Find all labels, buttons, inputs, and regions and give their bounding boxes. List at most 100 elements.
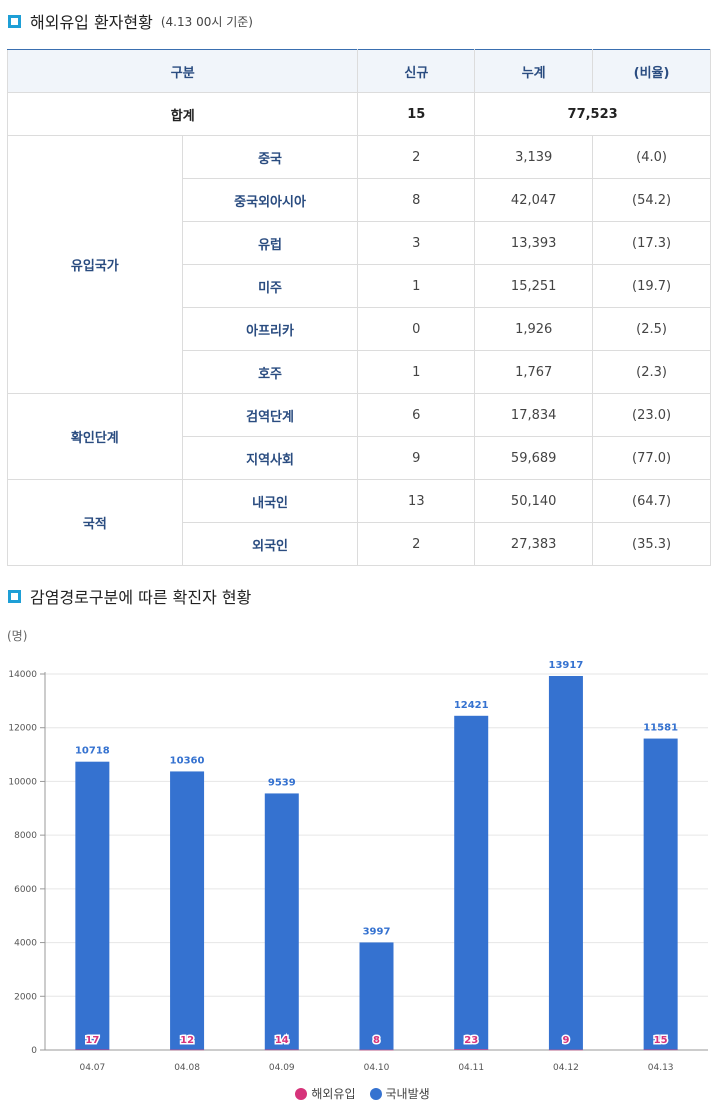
x-tick-label: 04.10: [364, 1063, 390, 1073]
row-ratio: (54.2): [592, 178, 711, 222]
section-subtitle: (4.13 00시 기준): [160, 14, 253, 29]
data-label-domestic: 10360: [170, 755, 205, 766]
square-bullet-icon: [8, 14, 21, 28]
row-ratio: (2.5): [592, 307, 711, 351]
row-new: 6: [357, 393, 476, 437]
row-cumulative: 1,767: [474, 350, 594, 394]
data-label-overseas: 15: [654, 1035, 668, 1046]
bar-overseas: [264, 1049, 299, 1051]
data-label-overseas: 14: [275, 1035, 289, 1046]
chart-legend: 해외유입 국내발생: [0, 1085, 725, 1102]
row-new: 13: [357, 479, 476, 523]
row-label: 중국외아시아: [181, 178, 359, 222]
table-row: 외국인 2 27,383 (35.3): [8, 522, 711, 566]
bar-domestic: [264, 793, 299, 1050]
y-tick-label: 10000: [8, 777, 37, 787]
y-tick-label: 6000: [14, 885, 37, 895]
row-ratio: (17.3): [592, 221, 711, 265]
y-tick-label: 2000: [14, 992, 37, 1002]
y-tick-label: 0: [31, 1046, 37, 1056]
row-cumulative: 15,251: [474, 264, 594, 308]
row-cumulative: 1,926: [474, 307, 594, 351]
row-cumulative: 42,047: [474, 178, 594, 222]
section-title-overseas: 해외유입 환자현황 (4.13 00시 기준): [8, 9, 253, 33]
row-cumulative: 17,834: [474, 393, 594, 437]
y-tick-label: 4000: [14, 939, 37, 949]
table-row: 호주 1 1,767 (2.3): [8, 350, 711, 394]
y-tick-label: 12000: [8, 724, 37, 734]
row-ratio: (23.0): [592, 393, 711, 437]
section-title-text: 해외유입 환자현황: [30, 13, 153, 32]
total-cumulative: 77,523: [474, 92, 711, 136]
row-label: 외국인: [181, 522, 359, 566]
data-label-domestic: 11581: [643, 723, 678, 734]
table-row: 미주 1 15,251 (19.7): [8, 264, 711, 308]
data-label-overseas: 9: [562, 1035, 569, 1046]
row-label: 아프리카: [181, 307, 359, 351]
bar-overseas: [75, 1049, 110, 1051]
square-bullet-icon: [8, 589, 21, 603]
overseas-cases-table: 구분 신규 누계 (비율) 합계 15 77,523 유입국가 중국 2 3,139(…: [6, 49, 711, 566]
row-new: 9: [357, 436, 476, 480]
bar-overseas: [548, 1049, 583, 1051]
x-tick-label: 04.13: [648, 1063, 674, 1073]
row-new: 3: [357, 221, 476, 265]
row-label: 호주: [181, 350, 359, 394]
x-tick-label: 04.08: [174, 1063, 200, 1073]
total-label: 합계: [6, 92, 359, 136]
bar-overseas: [170, 1049, 205, 1051]
row-new: 0: [357, 307, 476, 351]
header-ratio: (비율): [592, 49, 711, 93]
section-title-text: 감염경로구분에 따른 확진자 현황: [30, 588, 252, 607]
bar-overseas: [643, 1049, 678, 1051]
row-ratio: (19.7): [592, 264, 711, 308]
bar-domestic: [170, 771, 205, 1050]
row-new: 1: [357, 350, 476, 394]
row-cumulative: 50,140: [474, 479, 594, 523]
group-label: 국적: [7, 479, 183, 566]
table-row: 유입국가 중국 2 3,139 (4.0): [7, 135, 711, 394]
row-label: 중국: [181, 135, 359, 179]
row-cumulative: 3,139: [474, 135, 594, 179]
x-tick-label: 04.07: [79, 1063, 105, 1073]
y-tick-label: 8000: [14, 831, 37, 841]
bar-domestic: [454, 715, 489, 1050]
table-row: 아프리카 0 1,926 (2.5): [8, 307, 711, 351]
section-title-infection-route: 감염경로구분에 따른 확진자 현황: [8, 584, 251, 608]
legend-item-overseas[interactable]: 해외유입: [295, 1085, 356, 1102]
row-ratio: (4.0): [592, 135, 711, 179]
row-cumulative: 59,689: [474, 436, 594, 480]
legend-label: 해외유입: [311, 1087, 356, 1101]
data-label-overseas: 12: [180, 1035, 194, 1046]
data-label-domestic: 12421: [454, 700, 489, 711]
total-new: 15: [357, 92, 476, 136]
row-ratio: (77.0): [592, 436, 711, 480]
data-label-overseas: 23: [464, 1035, 478, 1046]
table-total-row: 합계 15 77,523: [6, 92, 711, 136]
table-row: 국적 내국인 13 50,140 (64.7): [7, 479, 711, 566]
legend-dot-icon: [295, 1087, 308, 1100]
table-header-row: 구분 신규 누계 (비율): [6, 49, 711, 93]
table-row: 유럽 3 13,393 (17.3): [8, 221, 711, 265]
table-row: 지역사회 9 59,689 (77.0): [8, 436, 711, 480]
bar-domestic: [359, 942, 394, 1050]
data-label-domestic: 13917: [549, 660, 584, 671]
legend-item-domestic[interactable]: 국내발생: [369, 1085, 430, 1102]
bar-overseas: [359, 1049, 394, 1051]
legend-dot-icon: [369, 1087, 382, 1100]
row-new: 2: [357, 522, 476, 566]
row-cumulative: 13,393: [474, 221, 594, 265]
confirmed-cases-bar-chart: (명) 0 2000 4000 6000 8000 10000 12000 14000 10718…: [7, 629, 708, 1073]
row-label: 미주: [181, 264, 359, 308]
row-new: 8: [357, 178, 476, 222]
data-label-domestic: 10718: [75, 746, 110, 757]
row-ratio: (64.7): [592, 479, 711, 523]
row-ratio: (2.3): [592, 350, 711, 394]
table-row: 중국외아시아 8 42,047 (54.2): [8, 178, 711, 222]
group-label: 확인단계: [7, 393, 183, 480]
x-tick-label: 04.09: [269, 1063, 295, 1073]
row-cumulative: 27,383: [474, 522, 594, 566]
data-label-overseas: 8: [373, 1035, 380, 1046]
row-ratio: (35.3): [592, 522, 711, 566]
row-new: 1: [357, 264, 476, 308]
